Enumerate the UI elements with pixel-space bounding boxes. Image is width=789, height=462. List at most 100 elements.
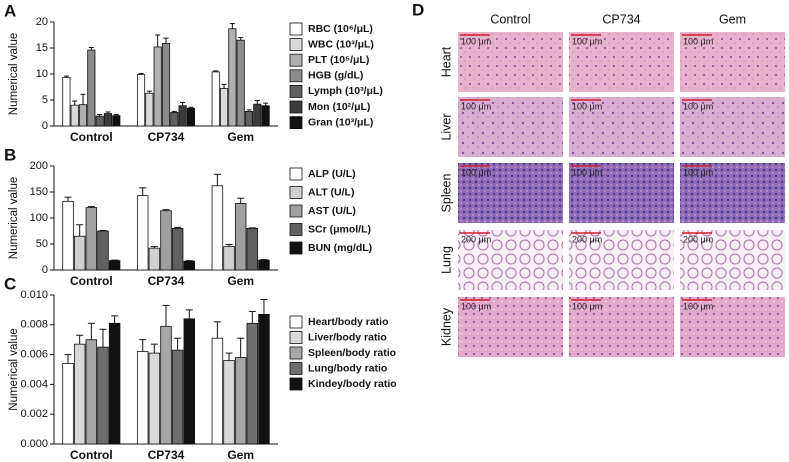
histology-image — [458, 97, 563, 157]
legend-label: SCr (μmol/L) — [308, 223, 371, 235]
histology-image — [569, 297, 674, 357]
bar — [211, 71, 220, 127]
scale-label: 200 μm — [572, 234, 602, 244]
bar — [178, 105, 187, 127]
legend-swatch — [289, 85, 303, 98]
scale-label: 100 μm — [683, 167, 713, 177]
scale-label: 100 μm — [683, 36, 713, 46]
x-tick-label: Control — [70, 274, 113, 288]
legend-swatch — [289, 241, 303, 255]
bar — [170, 112, 179, 127]
scale-label: 100 μm — [572, 301, 602, 311]
y-axis-label: Numerical value — [8, 328, 20, 410]
legend-label: Kindey/body ratio — [308, 378, 397, 390]
histology-image — [569, 163, 674, 223]
bar — [183, 318, 196, 445]
legend-label: Gran (10³/μL) — [308, 116, 373, 128]
x-tick-label: CP734 — [148, 448, 185, 462]
scale-label: 100 μm — [683, 301, 713, 311]
scale-label: 100 μm — [461, 167, 491, 177]
bar — [78, 104, 88, 127]
legend-label: Lymph (10³/μL) — [308, 85, 383, 97]
bar — [62, 77, 71, 127]
bar — [211, 185, 224, 271]
bar — [108, 260, 121, 271]
legend-swatch — [289, 116, 303, 129]
panel-label: B — [4, 145, 16, 164]
legend-label: ALT (U/L) — [308, 186, 354, 198]
row-label: Kidney — [439, 307, 453, 346]
bar — [234, 357, 247, 445]
y-axis-label: Numerical value — [8, 177, 20, 259]
y-tick-label: 0 — [42, 120, 48, 132]
scale-label: 100 μm — [683, 101, 713, 111]
bar — [85, 207, 98, 271]
bar — [62, 363, 74, 445]
x-tick-label: CP734 — [148, 274, 185, 288]
scale-label: 100 μm — [461, 36, 491, 46]
bar — [108, 322, 121, 445]
bar — [62, 200, 74, 271]
bar — [219, 88, 229, 127]
scale-label: 200 μm — [461, 234, 491, 244]
y-tick-label: 150 — [30, 186, 48, 198]
x-tick-label: Gem — [227, 448, 254, 462]
bar — [95, 115, 104, 127]
legend-label: Mon (10²/μL) — [308, 101, 370, 113]
scale-label: 100 μm — [572, 36, 602, 46]
y-tick-label: 0.000 — [20, 438, 48, 450]
bar — [136, 351, 149, 445]
column-label: CP734 — [602, 12, 640, 26]
legend-swatch — [289, 362, 303, 375]
scale-label: 100 μm — [572, 167, 602, 177]
bar — [97, 346, 109, 445]
bar — [103, 113, 113, 127]
bar — [183, 260, 196, 271]
bar — [223, 246, 235, 271]
bar — [236, 39, 245, 127]
legend-label: Heart/body ratio — [308, 316, 389, 328]
bar — [73, 235, 86, 271]
row-label: Liver — [439, 113, 453, 140]
bar — [246, 322, 259, 445]
bar — [186, 107, 196, 127]
panel-label: A — [4, 1, 16, 20]
y-tick-label: 0.010 — [20, 289, 48, 301]
y-tick-label: 50 — [36, 238, 48, 250]
bar — [234, 203, 247, 271]
bar — [148, 352, 161, 445]
panel-label: C — [4, 274, 16, 293]
bar — [161, 42, 171, 127]
legend-swatch — [289, 100, 303, 114]
bar — [87, 49, 96, 127]
legend-swatch — [289, 38, 303, 51]
legend-swatch — [289, 22, 303, 36]
y-tick-label: 15 — [36, 42, 48, 54]
legend-swatch — [289, 69, 303, 83]
legend-label: RBC (10⁶/μL) — [308, 23, 373, 35]
scale-label: 100 μm — [572, 101, 602, 111]
bar — [145, 92, 154, 127]
legend-swatch — [289, 186, 303, 199]
histology-image — [569, 97, 674, 157]
bar — [73, 343, 86, 445]
y-tick-label: 100 — [30, 212, 48, 224]
histology-image — [680, 297, 785, 357]
histology-image — [569, 230, 674, 290]
x-tick-label: CP734 — [148, 130, 185, 144]
x-tick-label: Control — [70, 448, 113, 462]
histology-image — [680, 32, 785, 92]
bar — [246, 227, 259, 271]
histology-image — [458, 297, 563, 357]
legend-swatch — [289, 167, 303, 181]
bar — [136, 195, 149, 271]
histology-image — [458, 163, 563, 223]
y-tick-label: 0.002 — [20, 408, 48, 420]
histology-image — [569, 32, 674, 92]
y-tick-label: 0.004 — [20, 378, 48, 390]
bar — [160, 325, 172, 445]
y-tick-label: 5 — [42, 94, 48, 106]
bar — [253, 103, 262, 127]
legend-swatch — [289, 223, 303, 236]
